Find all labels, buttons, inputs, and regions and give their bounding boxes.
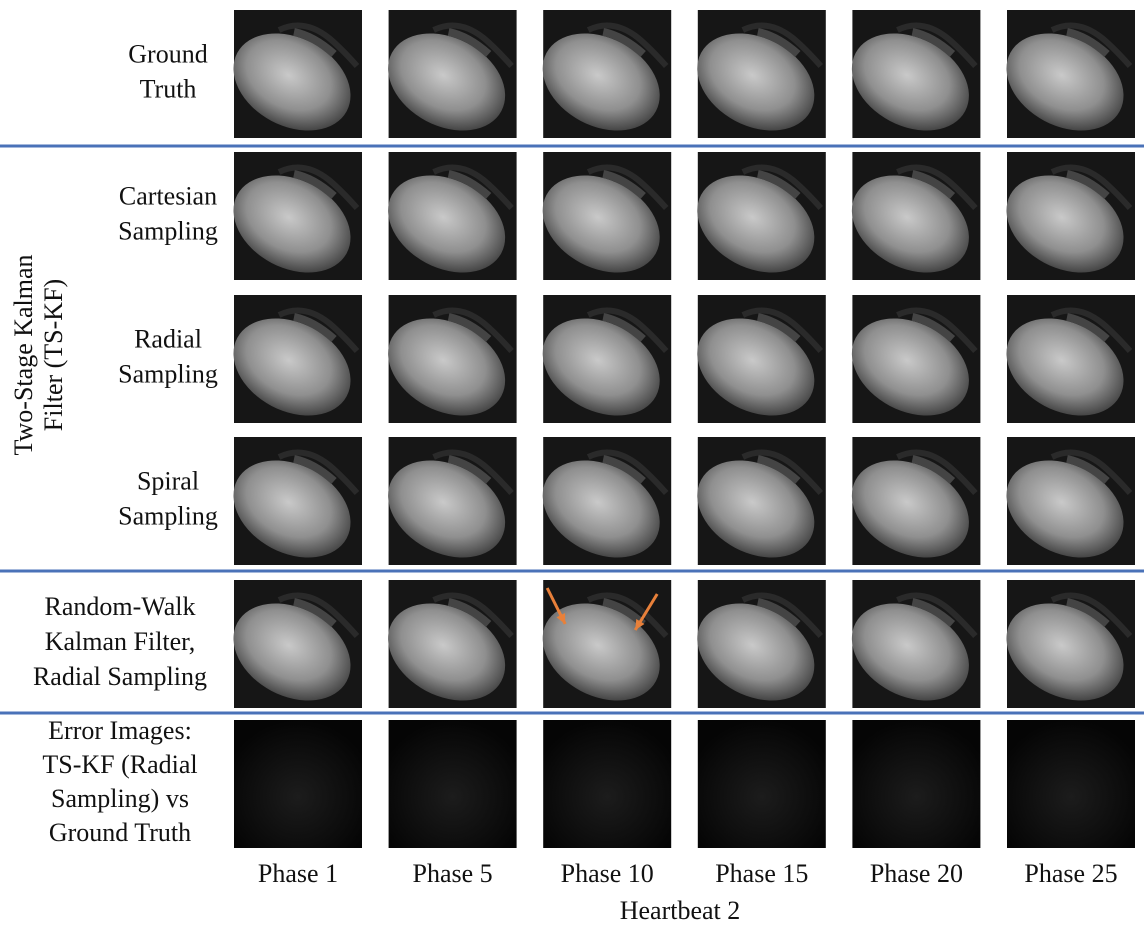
image-tile (852, 720, 980, 848)
error-image (543, 720, 671, 848)
image-tile (526, 295, 677, 435)
group-label-line: Filter (TS-KF) (39, 279, 68, 431)
image-tile (389, 720, 517, 848)
row-label: Truth (140, 74, 197, 103)
image-tile (835, 10, 986, 150)
row-label: Ground (128, 39, 207, 68)
image-tile (835, 437, 986, 577)
image-tile (835, 580, 986, 720)
image-tile (835, 295, 986, 435)
image-tile (371, 437, 522, 577)
group-label: Two-Stage Kalman Filter (TS-KF) (9, 254, 68, 455)
image-tile (680, 152, 831, 292)
image-tile (835, 152, 986, 292)
column-label: Phase 5 (413, 859, 493, 888)
row-label: Sampling (118, 501, 218, 530)
image-tile (526, 10, 677, 150)
image-tile (234, 720, 362, 848)
error-image (852, 720, 980, 848)
footer: Heartbeat 2 (620, 896, 741, 925)
image-tile (217, 10, 368, 150)
image-tile (680, 295, 831, 435)
row-label: Sampling (118, 216, 218, 245)
error-image (389, 720, 517, 848)
image-tile (680, 437, 831, 577)
row-label: Radial Sampling (33, 662, 207, 691)
image-tile (526, 437, 677, 577)
image-tile (680, 10, 831, 150)
image-tile (217, 152, 368, 292)
image-tile (217, 295, 368, 435)
column-label: Phase 25 (1024, 859, 1117, 888)
row-label: Radial (134, 324, 202, 353)
image-tile (217, 437, 368, 577)
row-label: Random-Walk (45, 592, 196, 621)
image-tile (990, 152, 1141, 292)
row-label: Spiral (137, 466, 199, 495)
image-tile (990, 10, 1141, 150)
error-image (698, 720, 826, 848)
image-tile (990, 437, 1141, 577)
row-label: Sampling (118, 359, 218, 388)
column-label: Phase 15 (715, 859, 808, 888)
row-label: Ground Truth (49, 818, 191, 847)
image-tile (698, 720, 826, 848)
error-image (234, 720, 362, 848)
group-label-line: Two-Stage Kalman (9, 254, 38, 455)
image-tile (371, 10, 522, 150)
image-tile (543, 720, 671, 848)
row-label: Cartesian (119, 181, 217, 210)
column-label: Phase 20 (870, 859, 963, 888)
row-label: TS-KF (Radial (42, 750, 197, 779)
row-label: Error Images: (48, 716, 192, 745)
error-image (1007, 720, 1135, 848)
image-tile (526, 152, 677, 292)
image-tile (371, 152, 522, 292)
column-label: Phase 1 (258, 859, 338, 888)
image-tile (217, 580, 368, 720)
figure: Two-Stage Kalman Filter (TS-KF) Heartbea… (0, 0, 1144, 929)
image-tile (371, 580, 522, 720)
column-label: Phase 10 (561, 859, 654, 888)
image-tile (371, 295, 522, 435)
image-tile (1007, 720, 1135, 848)
row-label: Sampling) vs (51, 784, 189, 813)
image-tile (990, 295, 1141, 435)
image-tile (680, 580, 831, 720)
image-tile (990, 580, 1141, 720)
row-label: Kalman Filter, (45, 627, 196, 656)
